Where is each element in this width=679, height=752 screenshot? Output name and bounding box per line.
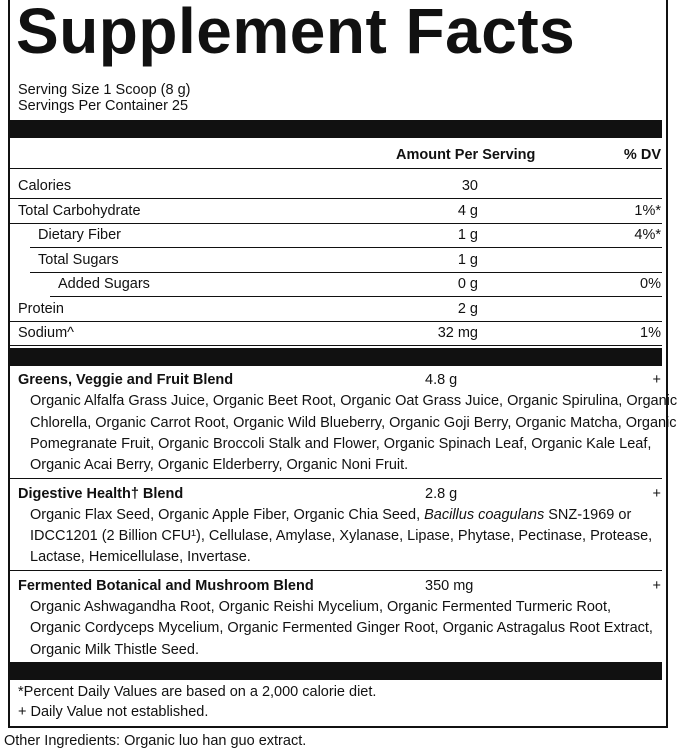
ingredient-text: Organic Cordyceps Mycelium, Organic Ferm…: [30, 620, 653, 637]
nutrient-amount: 4 g: [457, 202, 478, 219]
blend-dv: +: [652, 577, 661, 594]
ingredient-text: Pomegranate Fruit, Organic Broccoli Stal…: [30, 435, 652, 452]
nutrient-label: Dietary Fiber: [38, 227, 121, 243]
nutrient-label: Protein: [18, 300, 64, 317]
blend-name: Digestive Health† Blend: [18, 485, 184, 502]
footnote: + Daily Value not established.: [18, 704, 209, 720]
daily-value: 1%: [640, 325, 661, 341]
footnote: *Percent Daily Values are based on a 2,0…: [18, 684, 377, 700]
ingredient-text: Organic Milk Thistle Seed.: [30, 641, 199, 658]
nutrient-amount: 32 mg: [437, 325, 478, 341]
title: Supplement Facts: [16, 0, 576, 67]
blend-name: Fermented Botanical and Mushroom Blend: [18, 577, 314, 594]
ingredient-line: Organic Milk Thistle Seed.: [30, 640, 199, 660]
ingredient-line: Chlorella, Organic Carrot Root, Organic …: [30, 413, 677, 433]
ingredient-line: Organic Ashwagandha Root, Organic Reishi…: [30, 597, 611, 617]
ingredient-line: Lactase, Hemicellulase, Invertase.: [30, 547, 251, 567]
serving-size: Serving Size 1 Scoop (8 g): [18, 82, 191, 98]
label-box: [8, 0, 668, 728]
row-rule: [10, 199, 662, 224]
rule: [10, 569, 662, 571]
thick-bar: [10, 120, 662, 138]
row-rule: [30, 223, 662, 248]
daily-value: 1%*: [634, 202, 661, 219]
blend-amount: 4.8 g: [425, 372, 458, 388]
ingredient-text: Organic Flax Seed, Organic Apple Fiber, …: [30, 506, 425, 523]
ingredient-text: Organic Acai Berry, Organic Elderberry, …: [30, 457, 409, 474]
rule: [10, 477, 662, 479]
nutrient-label: Calories: [18, 178, 72, 194]
servings-per-container: Servings Per Container 25: [18, 98, 189, 114]
row-rule: [10, 297, 662, 322]
nutrient-amount: 1 g: [457, 227, 478, 243]
row-rule: [10, 321, 662, 346]
rule: [10, 168, 662, 169]
ingredient-text: Lactase, Hemicellulase, Invertase.: [30, 549, 251, 566]
ingredient-line: Organic Flax Seed, Organic Apple Fiber, …: [30, 505, 631, 525]
ingredient-line: IDCC1201 (2 Billion CFU¹), Cellulase, Am…: [30, 526, 652, 546]
ingredient-text: IDCC1201 (2 Billion CFU¹), Cellulase, Am…: [30, 528, 653, 545]
row-rule: [50, 272, 662, 297]
daily-value: 4%*: [634, 227, 661, 243]
row-rule: [30, 248, 662, 273]
ingredient-text: Chlorella, Organic Carrot Root, Organic …: [30, 414, 677, 431]
thick-bar: [10, 662, 662, 680]
nutrient-label: Total Carbohydrate: [18, 202, 141, 219]
ingredient-text: Organic Ashwagandha Root, Organic Reishi…: [30, 599, 612, 615]
nutrient-amount: 30: [461, 178, 478, 194]
nutrient-amount: 1 g: [457, 251, 478, 268]
blend-dv: +: [652, 372, 661, 388]
column-header: Amount Per Serving: [396, 147, 536, 163]
ingredient-text: Organic Alfalfa Grass Juice, Organic Bee…: [30, 393, 678, 410]
thick-bar: [10, 348, 662, 366]
nutrient-amount: 0 g: [457, 276, 478, 292]
ingredient-line: Organic Alfalfa Grass Juice, Organic Bee…: [30, 391, 677, 411]
ingredient-line: Organic Cordyceps Mycelium, Organic Ferm…: [30, 618, 653, 638]
nutrient-amount: 2 g: [457, 300, 478, 317]
ingredient-text: Bacillus coagulans: [424, 506, 545, 523]
ingredient-text: SNZ-1969 or: [544, 506, 632, 523]
other-ingredients: Other Ingredients: Organic luo han guo e…: [4, 733, 307, 749]
blend-amount: 350 mg: [425, 577, 474, 594]
ingredient-line: Pomegranate Fruit, Organic Broccoli Stal…: [30, 434, 651, 454]
blend-dv: +: [652, 485, 661, 502]
nutrient-label: Added Sugars: [58, 276, 150, 292]
nutrient-label: Total Sugars: [38, 251, 119, 268]
daily-value: 0%: [640, 276, 661, 292]
row-rule: [10, 174, 662, 199]
nutrient-label: Sodium^: [18, 325, 74, 341]
column-header: % DV: [623, 147, 661, 163]
ingredient-line: Organic Acai Berry, Organic Elderberry, …: [30, 455, 408, 475]
blend-name: Greens, Veggie and Fruit Blend: [18, 372, 234, 388]
blend-amount: 2.8 g: [425, 485, 458, 502]
